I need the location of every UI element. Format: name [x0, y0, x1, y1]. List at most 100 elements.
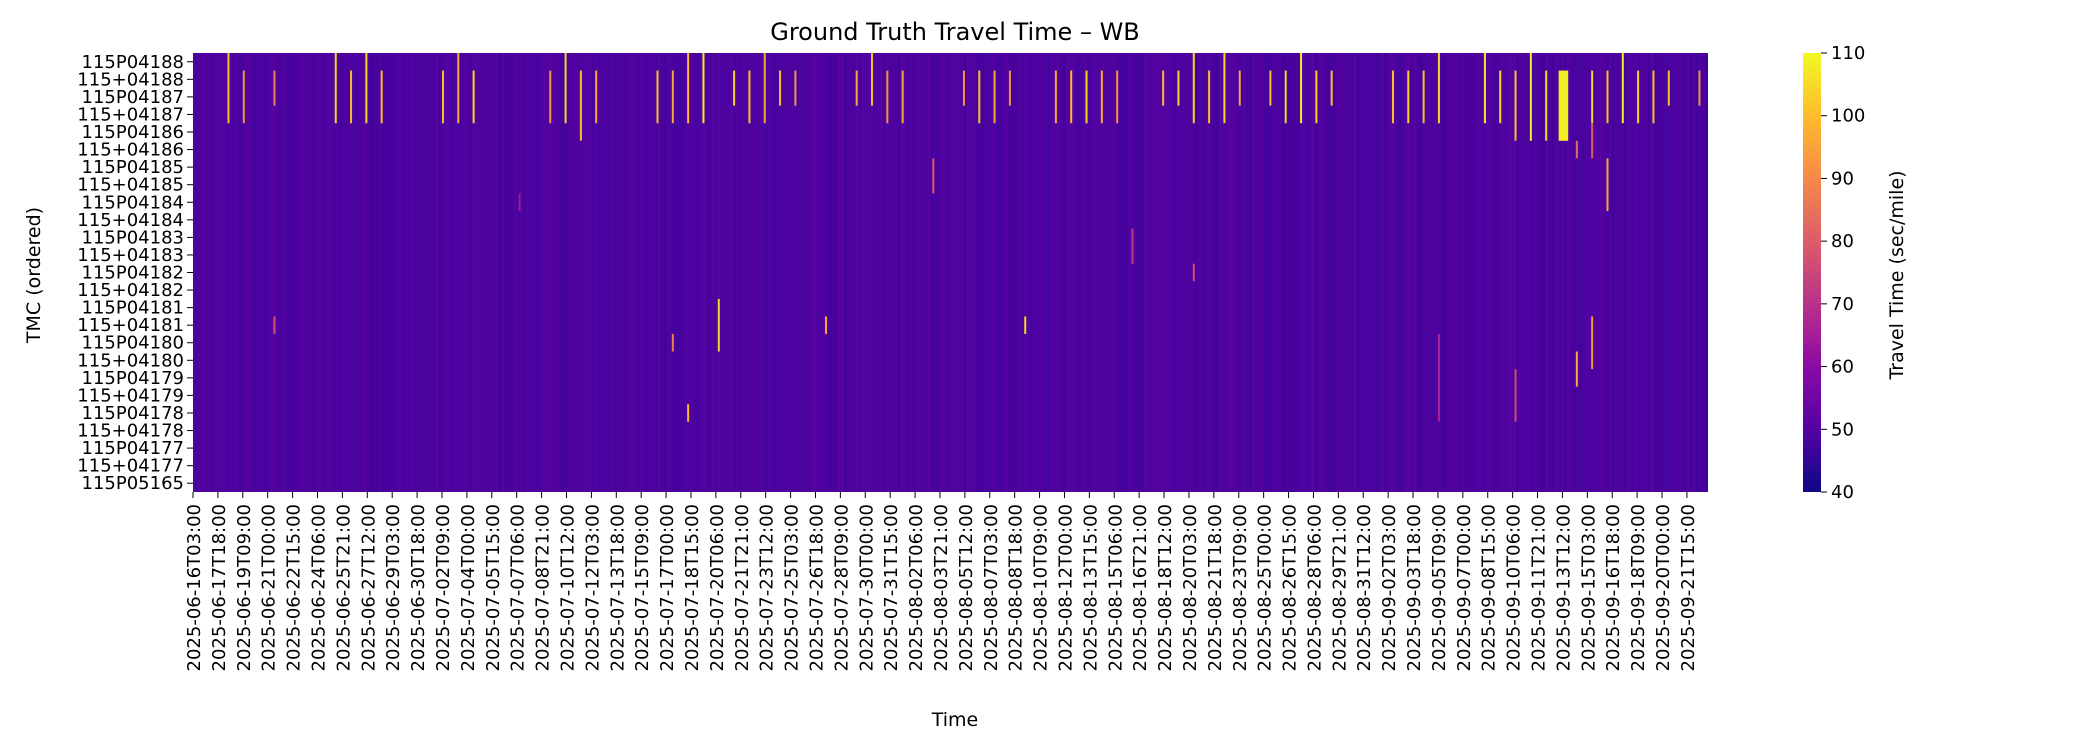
heatmap-stripe — [802, 53, 805, 492]
heatmap-stripe — [601, 53, 604, 492]
heatmap-stripe — [196, 53, 199, 492]
heatmap-stripe — [469, 53, 472, 492]
colorbar-tick-label: 80 — [1831, 231, 1854, 252]
heatmap-stripe — [829, 53, 832, 492]
heatmap-stripe — [1276, 53, 1279, 492]
heatmap-stripe — [1333, 53, 1336, 492]
heatmap-stripe — [1393, 53, 1396, 492]
heatmap-cell — [1575, 140, 1578, 159]
heatmap-stripe — [247, 53, 250, 492]
colorbar-scale — [1803, 53, 1821, 492]
heatmap-stripe — [850, 53, 853, 492]
x-tick-label: 2025-07-02T09:00 — [433, 504, 454, 671]
heatmap-cell — [1483, 53, 1486, 124]
heatmap-cell — [1100, 70, 1103, 124]
heatmap-stripe — [439, 53, 442, 492]
heatmap-stripe — [526, 53, 529, 492]
heatmap-stripe — [1312, 53, 1315, 492]
heatmap-stripe — [370, 53, 373, 492]
heatmap-stripe — [1102, 53, 1105, 492]
y-tick-label: 115P04181 — [82, 298, 184, 319]
heatmap-stripe — [985, 53, 988, 492]
x-tick-label: 2025-07-31T15:00 — [881, 504, 902, 671]
heatmap-stripe — [1648, 53, 1651, 492]
heatmap-stripe — [1543, 53, 1546, 492]
heatmap-stripe — [1237, 53, 1240, 492]
heatmap-stripe — [1684, 53, 1687, 492]
heatmap-cell — [1391, 70, 1394, 124]
heatmap-stripe — [1396, 53, 1399, 492]
colorbar-tick-label: 90 — [1831, 168, 1854, 189]
heatmap-stripe — [550, 53, 553, 492]
heatmap-stripe — [532, 53, 535, 492]
heatmap-stripe — [769, 53, 772, 492]
heatmap-cell — [472, 70, 475, 124]
heatmap-stripe — [712, 53, 715, 492]
heatmap-stripe — [727, 53, 730, 492]
heatmap-cell — [1192, 53, 1195, 124]
heatmap-stripe — [1459, 53, 1462, 492]
heatmap-stripe — [514, 53, 517, 492]
heatmap-stripe — [799, 53, 802, 492]
heatmap-cell — [1116, 70, 1119, 124]
heatmap-stripe — [1657, 53, 1660, 492]
heatmap-stripe — [535, 53, 538, 492]
heatmap-stripe — [1444, 53, 1447, 492]
heatmap-cell — [1085, 70, 1088, 124]
heatmap-stripe — [580, 53, 583, 492]
x-tick-label: 2025-08-20T03:00 — [1180, 504, 1201, 671]
x-tick-label: 2025-07-25T03:00 — [782, 504, 803, 671]
heatmap-stripe — [973, 53, 976, 492]
y-tick-label: 115P04180 — [82, 333, 184, 354]
heatmap-cell — [1637, 70, 1640, 124]
heatmap-stripe — [1705, 53, 1708, 492]
heatmap-stripe — [901, 53, 904, 492]
heatmap-cell — [1545, 70, 1548, 141]
heatmap-stripe — [949, 53, 952, 492]
heatmap-stripe — [1156, 53, 1159, 492]
heatmap-stripe — [433, 53, 436, 492]
heatmap-stripe — [703, 53, 706, 492]
heatmap-stripe — [988, 53, 991, 492]
heatmap-stripe — [640, 53, 643, 492]
heatmap-texture — [193, 53, 1708, 492]
x-tick-label: 2025-08-28T06:00 — [1304, 504, 1325, 671]
heatmap-stripe — [1573, 53, 1576, 492]
heatmap-stripe — [1063, 53, 1066, 492]
heatmap-cell — [748, 70, 751, 124]
heatmap-stripe — [1234, 53, 1237, 492]
heatmap-stripe — [409, 53, 412, 492]
heatmap-cell — [886, 70, 889, 124]
heatmap-cell — [1284, 70, 1287, 124]
heatmap-stripe — [775, 53, 778, 492]
heatmap-stripe — [286, 53, 289, 492]
heatmap-stripe — [277, 53, 280, 492]
heatmap-stripe — [427, 53, 430, 492]
heatmap-stripe — [793, 53, 796, 492]
heatmap-stripe — [838, 53, 841, 492]
heatmap-stripe — [565, 53, 568, 492]
heatmap-stripe — [940, 53, 943, 492]
heatmap-stripe — [1432, 53, 1435, 492]
heatmap-stripe — [1408, 53, 1411, 492]
heatmap-stripe — [1267, 53, 1270, 492]
heatmap-stripe — [1294, 53, 1297, 492]
heatmap-stripe — [481, 53, 484, 492]
heatmap-stripe — [1345, 53, 1348, 492]
heatmap-cell — [227, 53, 230, 124]
x-tick-label: 2025-07-30T00:00 — [856, 504, 877, 671]
heatmap-stripe — [1600, 53, 1603, 492]
heatmap-stripe — [1402, 53, 1405, 492]
heatmap-stripe — [595, 53, 598, 492]
heatmap-stripe — [697, 53, 700, 492]
y-tick-label: 115+04180 — [77, 350, 184, 371]
x-tick-label: 2025-08-29T21:00 — [1329, 504, 1350, 671]
heatmap-stripe — [1612, 53, 1615, 492]
x-tick-label: 2025-07-23T12:00 — [757, 504, 778, 671]
heatmap-stripe — [613, 53, 616, 492]
heatmap-stripe — [340, 53, 343, 492]
heatmap-stripe — [721, 53, 724, 492]
y-tick-label: 115+04178 — [77, 421, 184, 442]
x-tick-label: 2025-08-21T18:00 — [1205, 504, 1226, 671]
heatmap-stripe — [1552, 53, 1555, 492]
